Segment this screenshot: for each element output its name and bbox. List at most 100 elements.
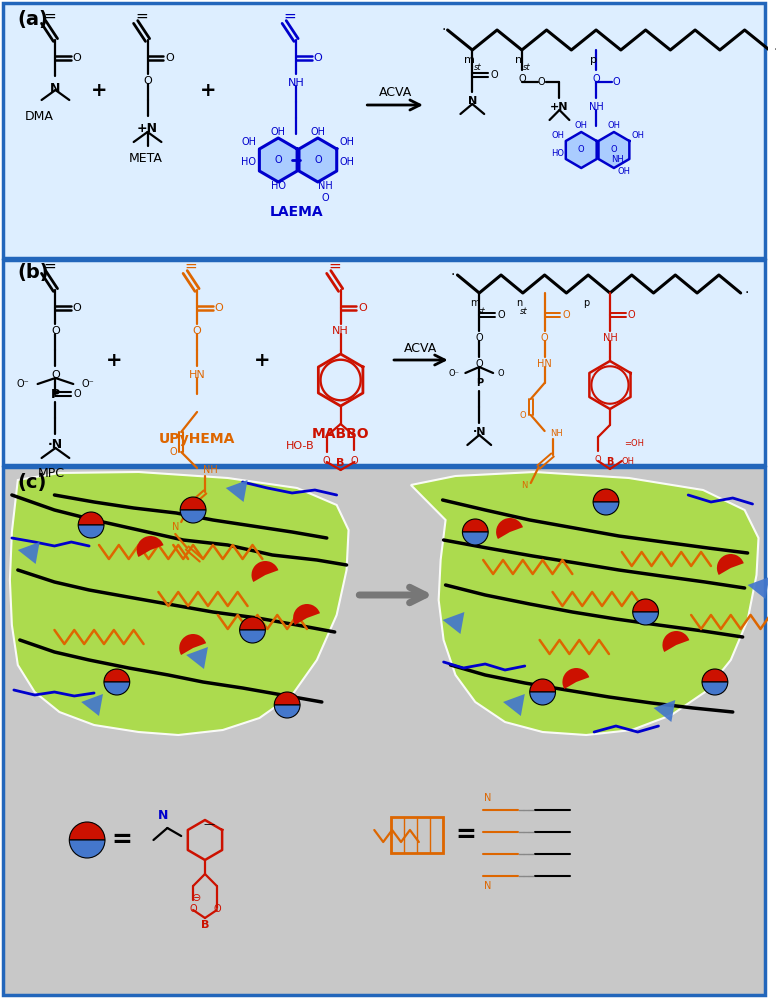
Polygon shape — [186, 647, 208, 669]
Text: O: O — [563, 310, 570, 320]
Text: st: st — [523, 64, 531, 73]
Text: st: st — [473, 64, 481, 73]
Text: O: O — [538, 77, 546, 87]
Wedge shape — [663, 631, 689, 652]
Text: ⊖: ⊖ — [192, 893, 202, 903]
Text: N: N — [158, 809, 168, 822]
Text: O: O — [323, 456, 331, 466]
Polygon shape — [442, 612, 464, 634]
Text: NH: NH — [288, 78, 304, 88]
Text: =: = — [43, 8, 56, 23]
Text: p: p — [590, 55, 597, 65]
FancyBboxPatch shape — [3, 3, 765, 258]
Text: OH: OH — [340, 157, 355, 167]
Text: =: = — [111, 828, 132, 852]
Text: OH: OH — [622, 456, 635, 466]
Text: O: O — [476, 359, 483, 369]
Text: O⁻: O⁻ — [449, 368, 459, 377]
Text: MPC: MPC — [38, 467, 65, 480]
Text: m: m — [470, 298, 480, 308]
Text: =OH: =OH — [624, 438, 644, 448]
Polygon shape — [18, 542, 40, 564]
Text: O: O — [314, 53, 322, 63]
Text: HO: HO — [241, 157, 256, 167]
Text: N: N — [484, 881, 492, 891]
Text: ·N: ·N — [48, 438, 63, 451]
Text: NH: NH — [603, 333, 618, 343]
Wedge shape — [462, 519, 488, 532]
Polygon shape — [411, 472, 758, 735]
Text: N: N — [171, 522, 179, 532]
Wedge shape — [632, 599, 659, 612]
Text: =: = — [43, 258, 56, 273]
Polygon shape — [747, 577, 769, 599]
Text: NH: NH — [318, 181, 333, 191]
Wedge shape — [78, 512, 104, 525]
Wedge shape — [180, 497, 206, 510]
Wedge shape — [180, 510, 206, 523]
Text: =: = — [456, 823, 476, 847]
Text: OH: OH — [618, 167, 630, 176]
Text: OH: OH — [632, 131, 645, 140]
Polygon shape — [226, 480, 248, 502]
Text: N: N — [468, 96, 477, 106]
Wedge shape — [78, 525, 104, 538]
Text: DMA: DMA — [25, 110, 54, 123]
Polygon shape — [10, 472, 348, 735]
Text: NH: NH — [203, 465, 218, 475]
Text: HO: HO — [552, 149, 564, 158]
Wedge shape — [251, 561, 279, 582]
Polygon shape — [81, 694, 103, 716]
Text: (a): (a) — [18, 10, 49, 29]
Text: n: n — [515, 55, 522, 65]
Wedge shape — [69, 840, 105, 858]
Text: O: O — [73, 303, 81, 313]
Text: (b): (b) — [18, 263, 50, 282]
Text: O: O — [358, 303, 367, 313]
Wedge shape — [702, 669, 728, 682]
Text: O: O — [578, 145, 584, 154]
Text: +: + — [106, 351, 122, 369]
Text: O: O — [497, 368, 504, 377]
Text: O: O — [611, 145, 617, 154]
Polygon shape — [299, 138, 337, 182]
Text: O⁻: O⁻ — [81, 379, 94, 389]
Wedge shape — [240, 630, 265, 643]
Text: MABBO: MABBO — [312, 427, 369, 441]
Text: =: = — [328, 258, 341, 273]
Bar — [391, 817, 442, 853]
Text: O: O — [74, 389, 81, 399]
Text: +: + — [255, 351, 271, 369]
Text: O: O — [476, 333, 483, 343]
Text: st: st — [477, 306, 485, 316]
Text: O: O — [192, 326, 202, 336]
Wedge shape — [593, 489, 619, 502]
Text: B: B — [606, 457, 614, 467]
Text: NH: NH — [550, 428, 563, 438]
Text: ·: · — [744, 286, 749, 300]
Wedge shape — [563, 668, 589, 689]
Text: O: O — [143, 76, 152, 86]
Text: O: O — [189, 904, 197, 914]
Text: =: = — [185, 258, 197, 273]
Text: m: m — [464, 55, 475, 65]
Text: O: O — [519, 410, 526, 420]
Wedge shape — [530, 692, 556, 705]
FancyBboxPatch shape — [3, 260, 765, 465]
Text: ·: · — [450, 268, 455, 282]
Text: P: P — [51, 387, 60, 400]
Text: +: + — [91, 81, 107, 100]
Text: n: n — [516, 298, 522, 308]
Wedge shape — [179, 634, 206, 655]
Text: N: N — [50, 82, 61, 95]
Text: st: st — [520, 306, 528, 316]
Text: UPyHEMA: UPyHEMA — [159, 432, 235, 446]
Text: O: O — [490, 70, 498, 80]
Wedge shape — [274, 705, 300, 718]
Text: ·N: ·N — [473, 427, 486, 437]
Wedge shape — [593, 502, 619, 515]
Text: O: O — [612, 77, 620, 87]
Text: O: O — [169, 447, 177, 457]
Text: O: O — [51, 370, 60, 380]
Text: OH: OH — [575, 121, 587, 130]
